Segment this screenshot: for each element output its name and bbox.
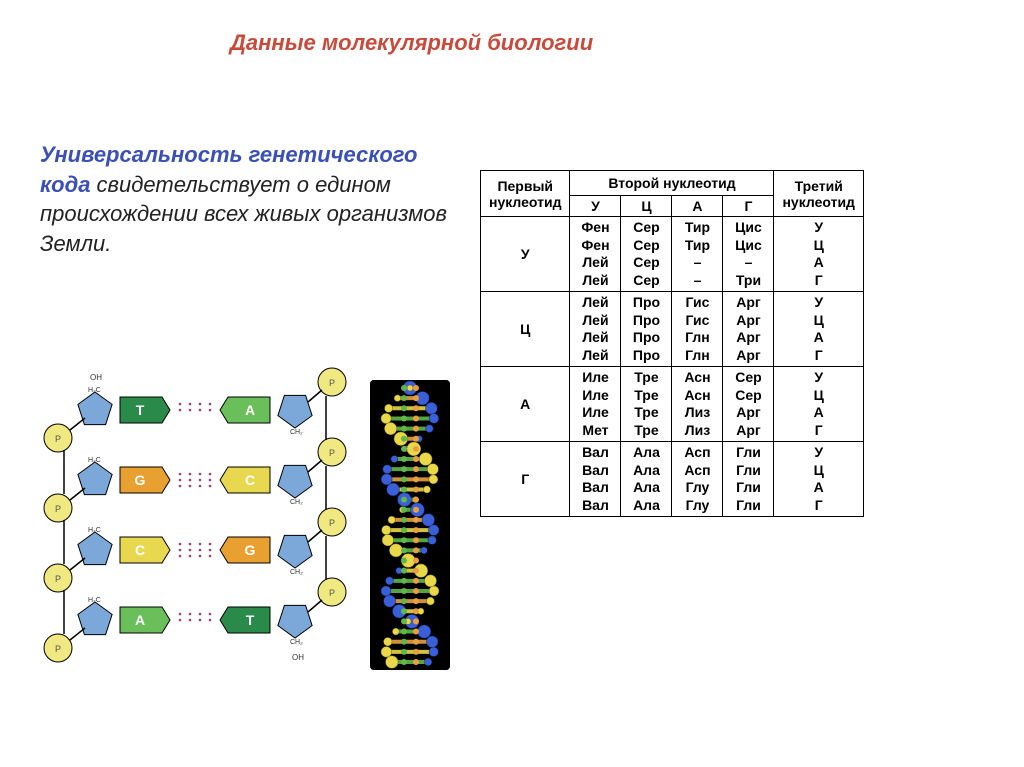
svg-text:T: T bbox=[136, 402, 145, 418]
svg-text:CH₂: CH₂ bbox=[290, 639, 303, 646]
svg-text:G: G bbox=[245, 542, 256, 558]
svg-text:OH: OH bbox=[292, 653, 304, 662]
codon-table: ПервыйнуклеотидВторой нуклеотидТретийнук… bbox=[480, 170, 864, 517]
svg-text:A: A bbox=[135, 612, 145, 628]
svg-text:H₂C: H₂C bbox=[88, 457, 101, 464]
th-second-sub: Г bbox=[723, 196, 774, 217]
third-nucleotide: УЦАГ bbox=[774, 292, 863, 367]
th-first: Первыйнуклеотид bbox=[481, 171, 570, 217]
svg-text:P: P bbox=[55, 434, 61, 444]
svg-text:CH₂: CH₂ bbox=[290, 569, 303, 576]
dna-helix-diagram bbox=[370, 380, 450, 670]
amino-cell: АснАснЛизЛиз bbox=[672, 367, 723, 442]
amino-cell: ФенФенЛейЛей bbox=[570, 217, 621, 292]
amino-cell: ЛейЛейЛейЛей bbox=[570, 292, 621, 367]
svg-text:P: P bbox=[329, 518, 335, 528]
amino-cell: ТирТир–– bbox=[672, 217, 723, 292]
amino-cell: ТреТреТреТре bbox=[621, 367, 672, 442]
amino-cell: СерСерСерСер bbox=[621, 217, 672, 292]
first-nucleotide: А bbox=[481, 367, 570, 442]
amino-cell: АлаАлаАлаАла bbox=[621, 442, 672, 517]
svg-text:CH₂: CH₂ bbox=[290, 429, 303, 436]
th-third: Третийнуклеотид bbox=[774, 171, 863, 217]
svg-text:OH: OH bbox=[90, 373, 102, 382]
amino-cell: ПроПроПроПро bbox=[621, 292, 672, 367]
first-nucleotide: Г bbox=[481, 442, 570, 517]
amino-cell: ИлеИлеИлеМет bbox=[570, 367, 621, 442]
first-nucleotide: Ц bbox=[481, 292, 570, 367]
svg-text:T: T bbox=[246, 612, 255, 628]
svg-text:G: G bbox=[135, 472, 146, 488]
svg-text:H₂C: H₂C bbox=[88, 387, 101, 394]
third-nucleotide: УЦАГ bbox=[774, 367, 863, 442]
third-nucleotide: УЦАГ bbox=[774, 442, 863, 517]
amino-cell: АспАспГлуГлу bbox=[672, 442, 723, 517]
dna-ladder-diagram: P T A P H₂C CH₂ P G C P H₂C CH₂ P C G P H₂C CH₂ P A T P H₂C CH₂… bbox=[40, 360, 350, 670]
svg-text:P: P bbox=[329, 448, 335, 458]
amino-cell: АргАргАргАрг bbox=[723, 292, 774, 367]
subtitle: Универсальность генетического кода свиде… bbox=[40, 140, 460, 259]
subtitle-rest: свидетельствует о едином происхождении в… bbox=[40, 172, 447, 256]
svg-text:C: C bbox=[135, 542, 145, 558]
svg-text:P: P bbox=[55, 574, 61, 584]
svg-text:P: P bbox=[55, 644, 61, 654]
svg-text:H₂C: H₂C bbox=[88, 527, 101, 534]
th-second: Второй нуклеотид bbox=[570, 171, 774, 196]
svg-text:A: A bbox=[245, 402, 255, 418]
page-title: Данные молекулярной биологии bbox=[230, 30, 593, 56]
amino-cell: ГлиГлиГлиГли bbox=[723, 442, 774, 517]
amino-cell: ВалВалВалВал bbox=[570, 442, 621, 517]
svg-text:P: P bbox=[55, 504, 61, 514]
svg-text:C: C bbox=[245, 472, 255, 488]
amino-cell: ЦисЦис–Три bbox=[723, 217, 774, 292]
amino-cell: ГисГисГлнГлн bbox=[672, 292, 723, 367]
th-second-sub: Ц bbox=[621, 196, 672, 217]
svg-text:CH₂: CH₂ bbox=[290, 499, 303, 506]
svg-text:H₂C: H₂C bbox=[88, 597, 101, 604]
svg-text:P: P bbox=[329, 378, 335, 388]
svg-text:P: P bbox=[329, 588, 335, 598]
th-second-sub: У bbox=[570, 196, 621, 217]
first-nucleotide: У bbox=[481, 217, 570, 292]
amino-cell: СерСерАргАрг bbox=[723, 367, 774, 442]
third-nucleotide: УЦАГ bbox=[774, 217, 863, 292]
th-second-sub: А bbox=[672, 196, 723, 217]
